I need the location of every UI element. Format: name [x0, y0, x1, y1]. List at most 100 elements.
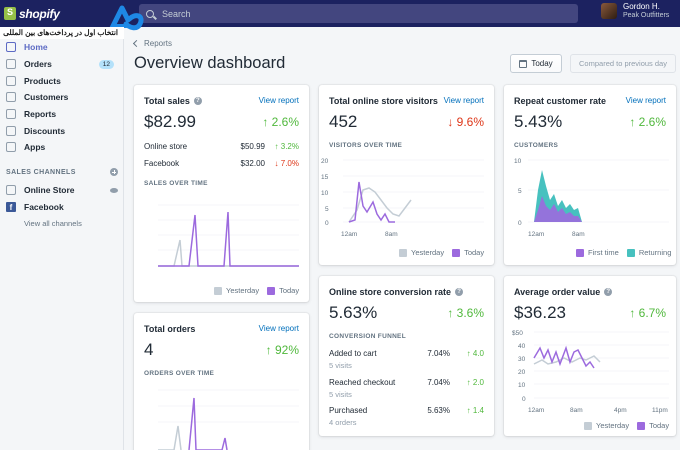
customers-icon [6, 92, 16, 103]
visitors-change: ↓ 9.6% [447, 115, 484, 129]
repeat-rate-value: 5.43% [514, 112, 563, 131]
search-input[interactable]: Search [139, 4, 578, 23]
card-title: Online store conversion rate ? [329, 287, 464, 297]
legend-label: Today [464, 248, 485, 257]
card-title-text: Total orders [144, 324, 196, 334]
customers-chart: 10 5 0 12am 8am [514, 158, 669, 238]
eye-icon[interactable] [110, 187, 118, 193]
add-channel-icon[interactable] [110, 168, 118, 176]
x-tick-label: 8am [385, 231, 398, 238]
view-report-link[interactable]: View report [625, 96, 666, 105]
total-sales-card: Total sales ? View report $82.99 ↑ 2.6% … [134, 85, 309, 302]
brand-name: shopify [19, 6, 60, 21]
repeat-rate-change: ↑ 2.6% [629, 115, 666, 129]
average-order-value-card: Average order value ? $36.23 ↑ 6.7% $50 … [504, 276, 676, 436]
table-row: Online store $50.99 ↑ 3.2% [144, 142, 299, 151]
repeat-customer-rate-card: Repeat customer rate View report 5.43% ↑… [504, 85, 676, 265]
user-info: Gordon H. Peak Outfitters [623, 2, 670, 19]
legend-label: Returning [638, 248, 672, 257]
today-series-line [533, 345, 595, 369]
conversion-rate-card: Online store conversion rate ? 5.63% ↑ 3… [319, 276, 494, 436]
help-icon[interactable]: ? [193, 97, 202, 105]
sidebar-item-customers[interactable]: Customers [0, 89, 124, 106]
watermark-logo-icon [107, 5, 144, 35]
chart-heading: ORDERS OVER TIME [144, 370, 215, 377]
view-report-link[interactable]: View report [258, 96, 299, 105]
row-sublabel: 5 visits [329, 361, 352, 370]
y-tick-label: 40 [518, 343, 526, 350]
sidebar-item-label: Online Store [24, 185, 75, 195]
view-report-link[interactable]: View report [258, 324, 299, 333]
sidebar-item-orders[interactable]: Orders 12 [0, 56, 124, 73]
sidebar: Home Orders 12 Products Customers Report… [0, 27, 124, 450]
sidebar-item-online-store[interactable]: Online Store [6, 185, 118, 195]
chart-legend: First time Returning [576, 248, 671, 257]
legend-swatch [626, 248, 635, 257]
online-store-visitors-card: Total online store visitors View report … [319, 85, 494, 265]
search-icon [146, 9, 154, 18]
sidebar-item-products[interactable]: Products [0, 72, 124, 89]
breadcrumb-reports: Reports [144, 39, 173, 48]
sidebar-item-apps[interactable]: Apps [0, 139, 124, 156]
card-title-text: Repeat customer rate [514, 96, 607, 106]
date-range-label: Today [531, 59, 553, 68]
orders-count-badge: 12 [98, 59, 114, 69]
chevron-left-icon [132, 39, 141, 48]
orders-over-time-chart [158, 389, 299, 450]
legend-swatch [214, 286, 222, 295]
row-label: Reached checkout [329, 378, 396, 387]
x-tick-label: 11pm [652, 407, 668, 414]
discount-icon [6, 125, 16, 136]
apps-icon [6, 142, 16, 153]
row-change: ↑ 2.0 [466, 378, 484, 387]
help-icon[interactable]: ? [604, 288, 613, 296]
aov-value: $36.23 [514, 303, 566, 322]
chart-heading: CONVERSION FUNNEL [329, 333, 406, 340]
user-name: Gordon H. [623, 2, 660, 12]
x-tick-label: 12am [341, 231, 357, 238]
facebook-icon: f [6, 202, 16, 212]
chart-legend: Yesterday Today [584, 421, 669, 430]
sidebar-item-facebook[interactable]: f Facebook [6, 202, 118, 212]
y-tick-label: 0 [522, 396, 526, 403]
compare-button[interactable]: Compared to previous day [570, 54, 676, 73]
card-title-text: Online store conversion rate [329, 287, 452, 297]
x-tick-label: 8am [570, 407, 583, 414]
chart-heading: SALES OVER TIME [144, 180, 208, 187]
yesterday-series-line [158, 425, 182, 450]
y-tick-label: 20 [518, 369, 526, 376]
row-sublabel: 4 orders [329, 418, 357, 427]
user-menu[interactable]: Gordon H. Peak Outfitters [601, 2, 670, 19]
sidebar-item-home[interactable]: Home [0, 39, 124, 56]
legend-swatch [576, 248, 584, 257]
view-all-channels-link[interactable]: View all channels [24, 219, 82, 228]
y-tick-label: 15 [321, 174, 329, 181]
help-icon[interactable]: ? [455, 288, 464, 296]
legend-label: Yesterday [596, 421, 630, 430]
row-label: Purchased [329, 406, 368, 415]
search-placeholder: Search [162, 8, 191, 19]
brand-logo[interactable]: shopify [0, 0, 124, 27]
x-tick-label: 12am [528, 407, 544, 414]
sales-channels-header: SALES CHANNELS [6, 168, 118, 176]
x-tick-label: 4pm [614, 407, 627, 414]
sidebar-item-discounts[interactable]: Discounts [0, 122, 124, 139]
row-change: ↑ 4.0 [466, 349, 484, 358]
date-range-button[interactable]: Today [510, 54, 562, 73]
view-report-link[interactable]: View report [443, 96, 484, 105]
x-tick-label: 12am [528, 231, 544, 238]
breadcrumb[interactable]: Reports [132, 39, 173, 48]
funnel-row: Purchased 5.63% ↑ 1.4 [329, 406, 484, 415]
user-store: Peak Outfitters [623, 11, 670, 19]
row-label: Online store [144, 142, 188, 151]
aov-chart: $50 40 30 20 10 0 12am 8am 4pm 11pm [512, 330, 669, 414]
card-title: Repeat customer rate [514, 96, 606, 106]
row-change: ↓ 7.0% [274, 159, 299, 168]
y-tick-label: 10 [514, 158, 522, 165]
sidebar-item-label: Home [24, 42, 48, 53]
table-row: Facebook $32.00 ↓ 7.0% [144, 159, 299, 168]
card-title: Total sales ? [144, 96, 202, 106]
sidebar-item-label: Products [24, 75, 61, 86]
sidebar-item-reports[interactable]: Reports [0, 106, 124, 123]
chart-legend: Yesterday Today [399, 248, 484, 257]
